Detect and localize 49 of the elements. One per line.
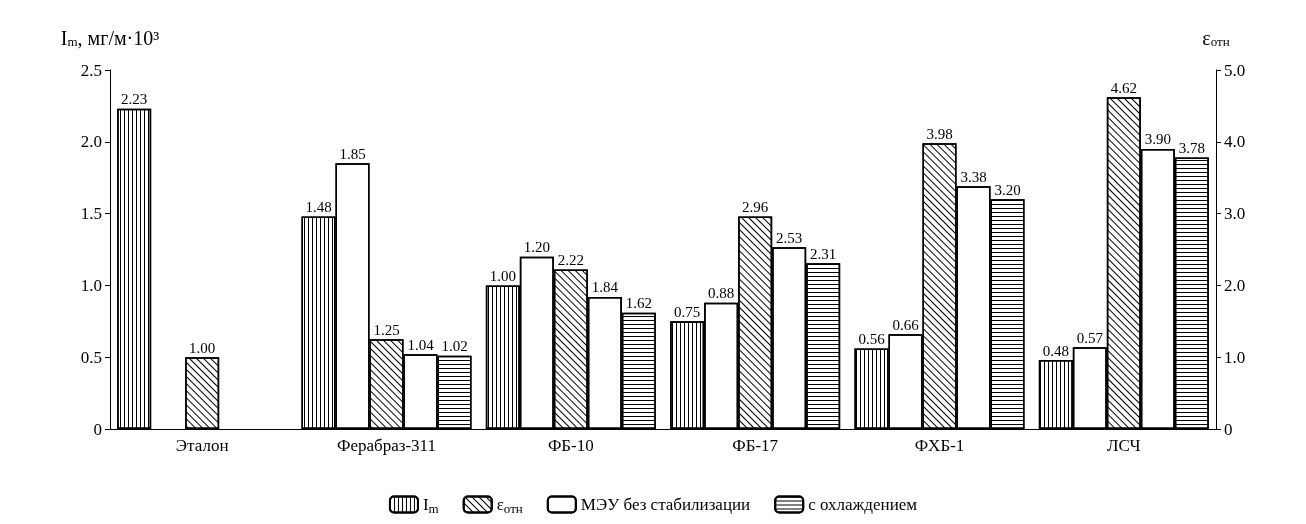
data-label: 2.22 [557,252,584,269]
data-label: 1.25 [373,321,400,338]
data-label: 1.62 [625,295,652,312]
data-label: 3.90 [1144,131,1171,148]
data-label: 0.88 [708,285,735,302]
y-tick-label: 0.5 [80,347,102,367]
data-label: 0.57 [1076,329,1104,346]
data-label: 3.38 [960,168,987,185]
data-label: 1.00 [489,267,516,284]
x-tick-label: ФХБ-1 [914,436,965,455]
data-label: 1.85 [339,145,366,162]
data-label: 3.20 [994,181,1021,198]
data-label: 1.84 [591,279,619,296]
y2-tick-label: 0 [1224,419,1233,439]
y-tick-label: 2.5 [80,60,102,80]
x-tick-label: ФБ-17 [732,436,779,455]
x-tick-label: Ферабраз-311 [337,436,436,455]
x-tick-label: ЛСЧ [1107,436,1141,455]
y2-tick-label: 1.0 [1224,347,1246,367]
data-label: 2.96 [742,198,769,215]
y-tick-label: 1.5 [80,204,102,224]
data-label: 1.48 [305,198,332,215]
x-tick-label: ФБ-10 [547,436,594,455]
data-label: 0.48 [1042,342,1069,359]
y-axis-title: Im, мг/м·10³ [60,26,160,49]
data-label: 1.02 [441,338,468,355]
data-label: 2.23 [121,91,148,108]
data-label: 1.04 [407,336,435,353]
data-label: 0.75 [674,303,701,320]
y-tick-label: 1.0 [80,275,102,295]
legend-label: МЭУ без стабилизации [580,495,751,514]
data-label: 1.20 [523,239,550,256]
y-tick-label: 0 [93,419,102,439]
y-tick-label: 2.0 [80,132,102,152]
y2-tick-label: 4.0 [1224,132,1246,152]
data-label: 3.78 [1178,140,1205,157]
data-label: 1.00 [189,339,216,356]
data-label: 0.66 [892,316,920,333]
data-label: 2.31 [810,245,837,262]
y2-tick-label: 3.0 [1224,204,1246,224]
data-label: 2.53 [776,229,803,246]
legend-label: с охлаждением [808,495,918,514]
y2-tick-label: 2.0 [1224,275,1246,295]
data-label: 0.56 [858,331,886,348]
data-label: 3.98 [926,125,953,142]
y2-tick-label: 5.0 [1224,60,1246,80]
data-label: 4.62 [1110,79,1137,96]
y2-axis-title: εотн [1202,26,1230,49]
x-tick-label: Эталон [175,436,229,455]
